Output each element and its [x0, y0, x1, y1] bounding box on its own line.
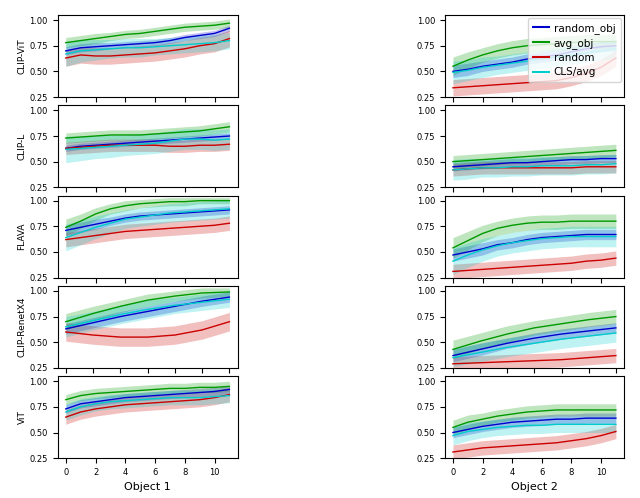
- X-axis label: Object 2: Object 2: [511, 483, 558, 493]
- X-axis label: Object 1: Object 1: [124, 483, 171, 493]
- Y-axis label: FLAVA: FLAVA: [17, 223, 27, 250]
- Y-axis label: ViT: ViT: [17, 410, 27, 424]
- Y-axis label: CLIP-ViT: CLIP-ViT: [17, 38, 27, 74]
- Y-axis label: CLIP-L: CLIP-L: [17, 132, 27, 160]
- Y-axis label: CLIP-RenetX4: CLIP-RenetX4: [17, 297, 27, 357]
- Legend: random_obj, avg_obj, random, CLS/avg: random_obj, avg_obj, random, CLS/avg: [528, 17, 621, 82]
